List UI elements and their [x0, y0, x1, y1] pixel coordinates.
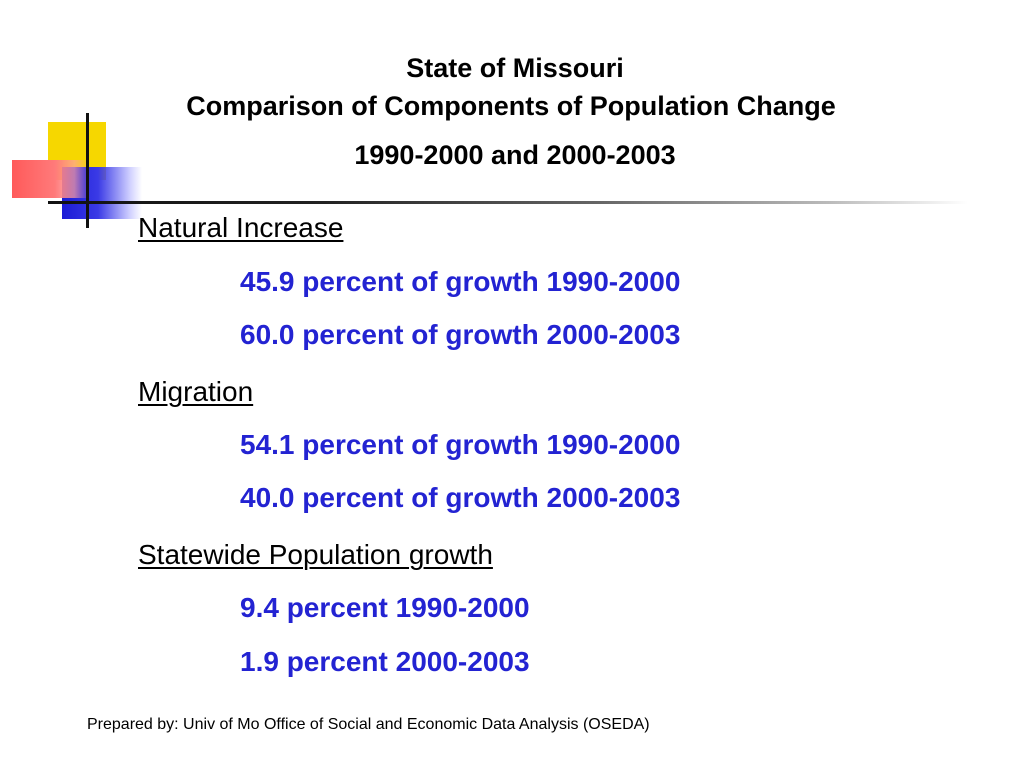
- footer-credit: Prepared by: Univ of Mo Office of Social…: [87, 716, 650, 733]
- decorative-vertical-line: [86, 113, 89, 228]
- natural-increase-item-1: 45.9 percent of growth 1990-2000: [240, 266, 681, 297]
- natural-increase-item-2: 60.0 percent of growth 2000-2003: [240, 319, 681, 350]
- section-heading-migration: Migration: [138, 376, 254, 407]
- section-heading-natural-increase: Natural Increase: [138, 212, 344, 243]
- section-heading-population-growth: Statewide Population growth: [138, 539, 493, 570]
- population-growth-item-2: 1.9 percent 2000-2003: [240, 646, 530, 677]
- slide-title-line-3: 1990-2000 and 2000-2003: [354, 140, 676, 170]
- migration-item-2: 40.0 percent of growth 2000-2003: [240, 482, 681, 513]
- slide-title-line-2: Comparison of Components of Population C…: [186, 91, 836, 121]
- slide-title-line-1: State of Missouri: [406, 53, 624, 83]
- decorative-red-block: [12, 160, 90, 198]
- population-growth-item-1: 9.4 percent 1990-2000: [240, 592, 530, 623]
- migration-item-1: 54.1 percent of growth 1990-2000: [240, 429, 681, 460]
- decorative-horizontal-rule: [48, 201, 968, 204]
